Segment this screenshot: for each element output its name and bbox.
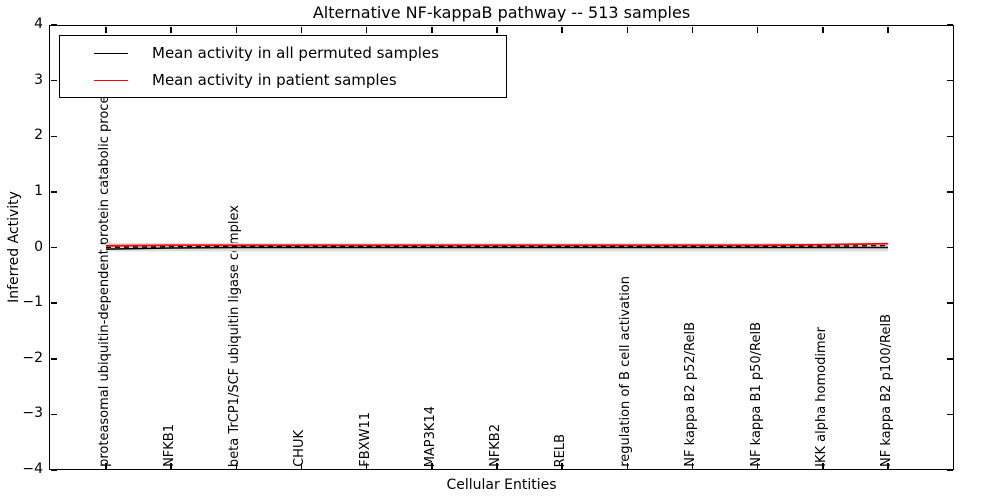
y-tick <box>946 246 953 249</box>
y-tick-label: −2 <box>22 349 43 366</box>
x-tick-label: NF kappa B2 p52/RelB <box>683 322 699 467</box>
x-tick-label: beta TrCP1/SCF ubiquitin ligase complex <box>227 204 243 467</box>
x-tick <box>496 462 498 469</box>
x-tick <box>756 26 759 33</box>
x-tick <box>300 462 303 469</box>
y-tick <box>946 24 953 26</box>
y-tick <box>50 191 57 193</box>
x-tick-label: IKK alpha homodimer <box>813 327 829 467</box>
chart-title: Alternative NF-kappaB pathway -- 513 sam… <box>312 3 691 22</box>
y-tick-label: 0 <box>34 238 43 255</box>
x-tick <box>170 26 172 33</box>
x-tick <box>691 462 694 469</box>
x-tick <box>170 462 172 469</box>
x-tick-label: NF kappa B2 p100/RelB <box>878 314 894 467</box>
y-tick-label: −4 <box>22 461 43 477</box>
y-tick <box>50 302 57 304</box>
legend-label: Mean activity in patient samples <box>152 71 397 89</box>
x-tick <box>691 26 694 33</box>
y-tick-label: 4 <box>34 16 43 32</box>
x-tick <box>105 462 107 469</box>
y-tick-label: −1 <box>22 294 43 311</box>
y-tick <box>50 135 57 137</box>
x-tick-label: NFKB2 <box>487 424 503 467</box>
y-tick <box>946 302 953 304</box>
x-tick-label: CHUK <box>292 430 308 467</box>
y-tick <box>946 469 953 471</box>
x-tick <box>496 26 498 33</box>
y-tick <box>946 358 953 360</box>
y-tick-label: 1 <box>34 182 43 199</box>
x-tick <box>365 26 368 33</box>
x-tick <box>626 462 629 469</box>
x-tick <box>561 462 563 469</box>
y-tick-label: 2 <box>34 127 43 144</box>
x-tick <box>626 26 629 33</box>
y-tick-label: −3 <box>22 405 43 422</box>
y-tick <box>946 413 953 416</box>
legend-entry-permuted: Mean activity in all permuted samples <box>72 44 494 62</box>
x-tick-label: NF kappa B1 p50/RelB <box>748 322 764 467</box>
y-tick <box>50 246 57 249</box>
x-tick <box>300 26 303 33</box>
x-tick <box>431 462 433 469</box>
y-tick-label: 3 <box>34 71 43 88</box>
y-tick <box>946 191 953 193</box>
y-tick <box>50 469 57 471</box>
x-tick-label: NFKB1 <box>162 424 178 467</box>
legend: Mean activity in all permuted samples Me… <box>59 35 507 98</box>
x-tick <box>561 26 563 33</box>
x-tick <box>887 26 889 33</box>
y-tick <box>946 79 953 82</box>
x-tick-label: regulation of B cell activation <box>618 276 634 467</box>
red-line-sample-icon <box>94 79 128 81</box>
legend-entry-patient: Mean activity in patient samples <box>72 71 494 89</box>
x-tick <box>822 462 824 469</box>
x-tick <box>235 26 238 33</box>
y-tick <box>50 413 57 416</box>
y-tick <box>50 24 57 26</box>
black-line-sample-icon <box>94 52 128 54</box>
x-tick <box>887 462 889 469</box>
y-tick <box>946 135 953 137</box>
x-tick <box>822 26 824 33</box>
y-tick <box>50 358 57 360</box>
x-tick-label: MAP3K14 <box>422 405 438 467</box>
x-tick <box>365 462 368 469</box>
y-tick <box>50 79 57 82</box>
x-tick <box>431 26 433 33</box>
x-axis-label: Cellular Entities <box>446 477 557 493</box>
legend-label: Mean activity in all permuted samples <box>152 44 439 62</box>
x-tick <box>105 26 107 33</box>
x-tick-label: RELB <box>553 433 569 467</box>
x-tick <box>235 462 238 469</box>
x-tick-label: FBXW11 <box>357 412 373 467</box>
x-tick <box>756 462 759 469</box>
x-tick-label: proteasomal ubiquitin-dependent protein … <box>97 82 112 467</box>
